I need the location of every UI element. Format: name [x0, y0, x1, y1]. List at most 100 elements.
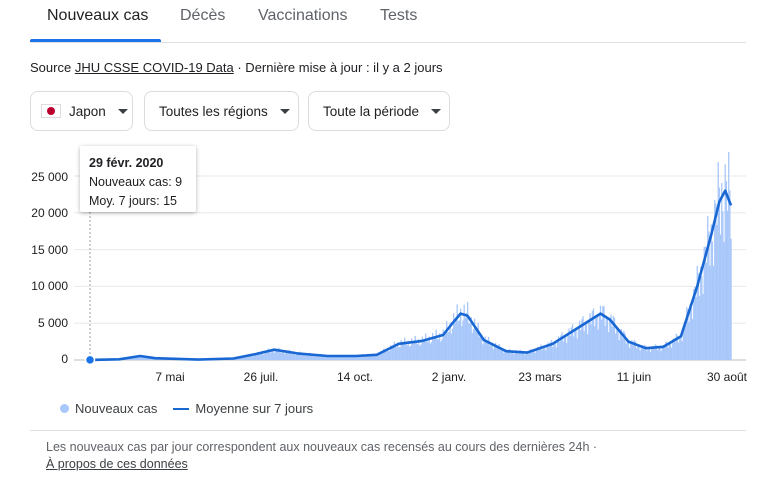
- y-tick-label: 10 000: [31, 279, 68, 293]
- case-bar: [427, 342, 429, 360]
- case-bar: [637, 344, 639, 360]
- case-bar: [540, 344, 542, 360]
- case-bar: [144, 357, 146, 360]
- case-bar: [480, 334, 483, 360]
- footer-text: Les nouveaux cas par jour correspondent …: [46, 440, 598, 454]
- case-bar: [147, 358, 149, 360]
- case-bar: [634, 341, 637, 360]
- source-link[interactable]: JHU CSSE COVID-19 Data: [74, 60, 234, 75]
- case-bar: [691, 319, 694, 360]
- case-bar: [155, 358, 158, 360]
- case-bar: [561, 332, 563, 360]
- case-bar: [661, 345, 663, 360]
- case-bar: [126, 358, 128, 360]
- case-bar: [207, 359, 209, 360]
- case-bar: [707, 215, 709, 360]
- caret-down-icon: [117, 108, 128, 114]
- case-bar: [260, 352, 263, 360]
- case-bar: [489, 345, 491, 360]
- case-bar: [374, 355, 377, 360]
- case-bar: [393, 341, 395, 360]
- case-bar: [345, 356, 348, 360]
- case-bar: [556, 341, 559, 360]
- case-bar: [529, 349, 532, 360]
- tab-tests[interactable]: Tests: [380, 7, 418, 24]
- case-bar: [673, 338, 675, 360]
- case-bar: [665, 341, 667, 360]
- case-bar: [151, 357, 153, 360]
- x-tick-label: 7 mai: [155, 370, 185, 384]
- case-bar: [581, 319, 583, 360]
- case-bar: [450, 333, 452, 360]
- case-bar: [378, 355, 380, 360]
- case-bar: [485, 342, 487, 360]
- case-bar: [483, 342, 485, 360]
- case-bar: [363, 355, 365, 360]
- case-bar: [184, 359, 187, 360]
- case-bar: [315, 356, 317, 360]
- case-bar: [337, 355, 339, 360]
- case-bar: [281, 350, 283, 360]
- case-bar: [195, 359, 197, 360]
- case-bar: [323, 355, 325, 360]
- case-bar: [401, 343, 404, 360]
- bars-legend-icon: [60, 404, 69, 413]
- case-bar: [668, 342, 670, 360]
- case-bar: [519, 349, 521, 360]
- case-bar: [238, 357, 240, 360]
- case-bar: [217, 359, 219, 360]
- case-bar: [212, 359, 215, 360]
- case-bar: [655, 345, 658, 360]
- case-bar: [468, 322, 470, 360]
- case-bar: [423, 339, 426, 360]
- case-bar: [331, 355, 334, 360]
- case-bar: [660, 351, 662, 360]
- case-bar: [584, 323, 587, 360]
- case-bar: [587, 334, 589, 360]
- case-bar: [404, 337, 406, 360]
- case-bar: [627, 341, 630, 360]
- case-bar: [626, 339, 628, 360]
- case-bar: [235, 358, 237, 360]
- tab-deces[interactable]: Décès: [180, 7, 226, 24]
- case-bar: [552, 346, 554, 360]
- case-bar: [307, 353, 309, 360]
- case-bar: [254, 353, 257, 360]
- case-bar: [567, 334, 569, 360]
- period-dropdown[interactable]: Toute la période: [308, 91, 450, 131]
- tab-vaccinations[interactable]: Vaccinations: [258, 7, 348, 24]
- case-bar: [506, 352, 508, 360]
- case-bar: [258, 352, 260, 360]
- case-bar: [433, 338, 435, 360]
- case-bar: [554, 341, 556, 360]
- case-bar: [717, 161, 719, 360]
- case-bar: [583, 331, 585, 360]
- case-bar: [418, 339, 420, 360]
- tab-nouveaux-cas[interactable]: Nouveaux cas: [47, 7, 149, 24]
- japan-flag-icon: [41, 104, 61, 118]
- case-bar: [611, 326, 613, 360]
- case-bar: [564, 334, 567, 360]
- case-bar: [454, 322, 456, 360]
- case-bar: [170, 358, 173, 360]
- case-bar: [261, 353, 264, 360]
- tabs: Nouveaux cas Décès Vaccinations Tests: [30, 0, 746, 43]
- case-bar: [491, 342, 493, 360]
- case-bar: [317, 354, 320, 360]
- case-bar: [602, 306, 604, 360]
- country-dropdown[interactable]: Japon: [30, 91, 133, 131]
- case-bar: [597, 329, 599, 360]
- case-bar: [224, 358, 226, 360]
- case-bar: [469, 323, 471, 360]
- about-data-link[interactable]: À propos de ces données: [46, 457, 188, 471]
- case-bar: [687, 309, 689, 360]
- case-bar: [582, 316, 584, 360]
- case-bar: [132, 356, 134, 360]
- case-bar: [448, 331, 450, 360]
- case-bar: [225, 358, 228, 360]
- case-bar: [440, 341, 442, 360]
- case-bar: [432, 333, 434, 360]
- case-bar: [446, 321, 448, 360]
- region-dropdown[interactable]: Toutes les régions: [144, 91, 299, 131]
- tab-active-underline: [30, 39, 161, 42]
